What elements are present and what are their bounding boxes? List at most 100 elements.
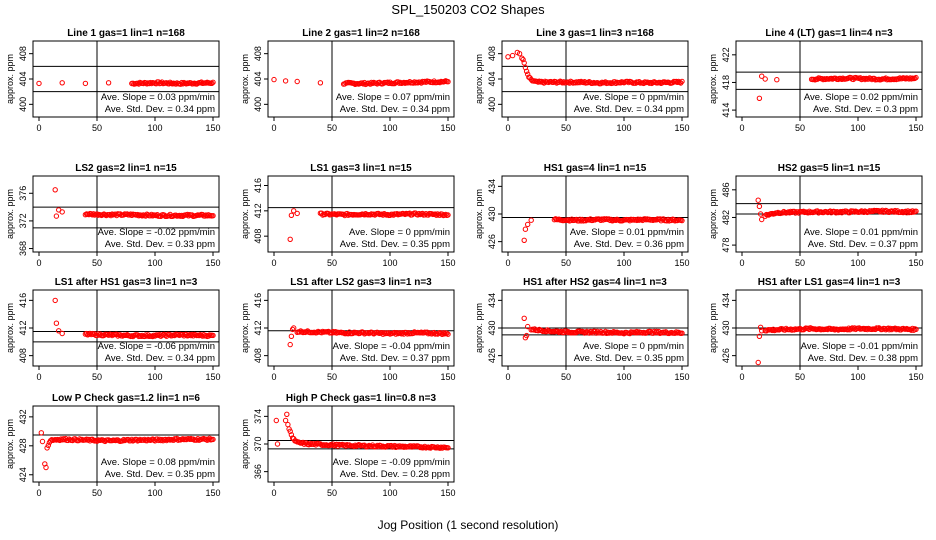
y-axis-label: approx. ppm — [474, 54, 484, 104]
panel-title: HS1 gas=4 lin=1 n=15 — [544, 163, 647, 174]
data-point — [509, 52, 516, 59]
y-tick-label: 408 — [253, 348, 263, 363]
data-point — [756, 203, 763, 210]
data-point — [788, 208, 794, 215]
x-tick-label: 0 — [36, 123, 41, 133]
x-axis-caption: Jog Position (1 second resolution) — [377, 518, 559, 532]
panel-title: HS2 gas=5 lin=1 n=15 — [778, 163, 881, 174]
y-tick-label: 412 — [18, 320, 28, 335]
data-point — [635, 216, 641, 222]
data-point — [892, 325, 898, 331]
data-point — [138, 333, 144, 339]
data-point — [416, 210, 422, 217]
y-tick-label: 370 — [253, 436, 263, 451]
x-tick-label: 50 — [92, 258, 102, 268]
data-point — [521, 60, 527, 66]
x-tick-label: 150 — [440, 258, 455, 268]
y-tick-label: 428 — [18, 438, 28, 453]
data-point — [317, 80, 324, 86]
data-point — [521, 315, 527, 321]
data-point — [757, 324, 764, 330]
y-axis-label: approx. ppm — [5, 54, 15, 104]
x-tick-label: 0 — [739, 372, 744, 382]
data-point — [53, 213, 60, 219]
y-tick-label: 404 — [253, 71, 263, 86]
std-dev-annotation: Ave. Std. Dev. = 0.33 ppm — [105, 239, 215, 250]
data-point — [90, 211, 97, 217]
x-tick-label: 0 — [36, 258, 41, 268]
panel-title: Line 2 gas=1 lin=2 n=168 — [302, 28, 420, 39]
y-axis-label: approx. ppm — [240, 189, 250, 239]
y-tick-label: 422 — [721, 47, 731, 62]
y-axis-label: approx. ppm — [240, 303, 250, 353]
y-axis-label: approx. ppm — [708, 303, 718, 353]
data-point — [378, 443, 384, 449]
slope-annotation: Ave. Slope = 0.08 ppm/min — [101, 457, 215, 468]
y-tick-label: 400 — [487, 97, 497, 112]
x-tick-label: 0 — [739, 258, 744, 268]
data-point — [415, 212, 421, 218]
x-tick-label: 100 — [382, 258, 397, 268]
data-point — [445, 212, 451, 218]
y-tick-label: 430 — [487, 206, 497, 221]
data-point — [210, 332, 216, 339]
y-tick-label: 478 — [721, 238, 731, 253]
y-axis-label: approx. ppm — [708, 54, 718, 104]
std-dev-annotation: Ave. Std. Dev. = 0.38 ppm — [808, 353, 918, 364]
data-point — [119, 438, 126, 444]
panel-title: High P Check gas=1 lin=0.8 n=3 — [286, 393, 437, 404]
data-point — [210, 79, 216, 86]
panel-title: Low P Check gas=1.2 lin=1 n=6 — [52, 393, 200, 404]
data-point — [909, 208, 916, 214]
data-point — [271, 76, 277, 83]
data-point — [282, 417, 289, 424]
x-tick-label: 50 — [92, 488, 102, 498]
x-tick-label: 50 — [327, 488, 337, 498]
data-point — [759, 73, 765, 79]
panel: HS1 after LS1 gas=4 lin=1 n=3 0 50 100 150 42… — [708, 277, 924, 382]
data-point — [385, 79, 391, 85]
x-tick-label: 0 — [271, 372, 276, 382]
y-tick-label: 434 — [721, 293, 731, 308]
x-tick-label: 150 — [674, 372, 689, 382]
x-tick-label: 100 — [616, 123, 631, 133]
data-point — [127, 438, 134, 444]
x-tick-label: 50 — [795, 258, 805, 268]
data-point — [523, 68, 530, 75]
y-tick-label: 430 — [487, 320, 497, 335]
x-tick-label: 0 — [505, 372, 510, 382]
panel-title: LS1 after HS1 gas=3 lin=1 n=3 — [55, 277, 198, 288]
x-tick-label: 50 — [561, 123, 571, 133]
data-point — [148, 211, 155, 218]
data-point — [755, 359, 761, 366]
data-point — [523, 332, 530, 339]
data-point — [59, 330, 65, 337]
y-tick-label: 432 — [18, 409, 28, 424]
y-tick-label: 426 — [721, 348, 731, 363]
data-point — [287, 341, 293, 348]
data-point — [52, 187, 58, 193]
x-tick-label: 100 — [850, 123, 865, 133]
y-tick-label: 416 — [253, 293, 263, 308]
data-point — [82, 80, 89, 87]
std-dev-annotation: Ave. Std. Dev. = 0.34 ppm — [574, 104, 684, 115]
data-point — [505, 54, 511, 60]
std-dev-annotation: Ave. Std. Dev. = 0.37 ppm — [808, 239, 918, 250]
panel: Line 2 gas=1 lin=2 n=168 0 50 100 150 400 404 4… — [240, 28, 456, 133]
x-tick-label: 50 — [561, 258, 571, 268]
panel: HS1 gas=4 lin=1 n=15 0 50 100 150 426 430 434ap… — [474, 163, 690, 268]
data-point — [291, 325, 297, 331]
data-point — [287, 428, 293, 434]
data-point — [274, 441, 281, 447]
y-axis-label: approx. ppm — [5, 419, 15, 469]
data-point — [289, 326, 296, 333]
panel: Line 1 gas=1 lin=1 n=168 0 50 100 150 400 404 4… — [5, 28, 221, 133]
data-point — [59, 209, 65, 215]
data-point — [287, 236, 293, 243]
data-point — [525, 323, 531, 330]
panel: HS1 after HS2 gas=4 lin=1 n=3 0 50 100 150 42… — [474, 277, 690, 382]
panel-title: Line 4 (LT) gas=1 lin=4 n=3 — [765, 28, 893, 39]
y-tick-label: 376 — [18, 186, 28, 201]
y-tick-label: 404 — [487, 71, 497, 86]
data-point — [913, 326, 919, 332]
